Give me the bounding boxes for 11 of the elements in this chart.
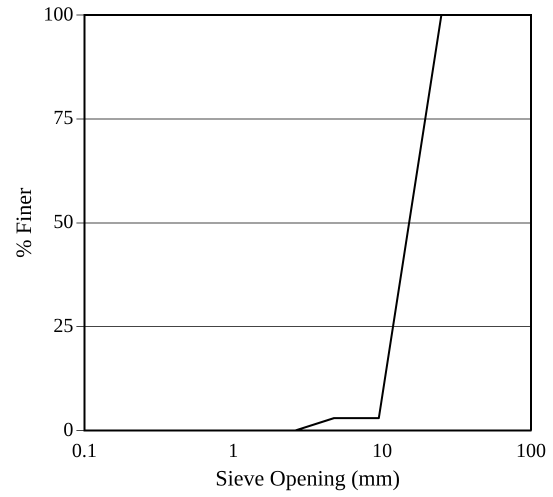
x-tick-label: 0.1 bbox=[72, 440, 97, 462]
y-tick-label: 100 bbox=[43, 3, 74, 26]
x-tick-label: 10 bbox=[372, 440, 392, 462]
y-tick-label: 25 bbox=[53, 314, 74, 337]
y-axis-title: % Finer bbox=[10, 186, 36, 258]
x-axis-title: Sieve Opening (mm) bbox=[215, 466, 400, 491]
x-tick-label: 1 bbox=[228, 440, 238, 462]
x-tick-label: 100 bbox=[516, 440, 546, 462]
y-tick-label: 50 bbox=[53, 211, 74, 234]
y-tick-label: 0 bbox=[63, 418, 74, 441]
y-tick-label: 75 bbox=[53, 107, 74, 130]
